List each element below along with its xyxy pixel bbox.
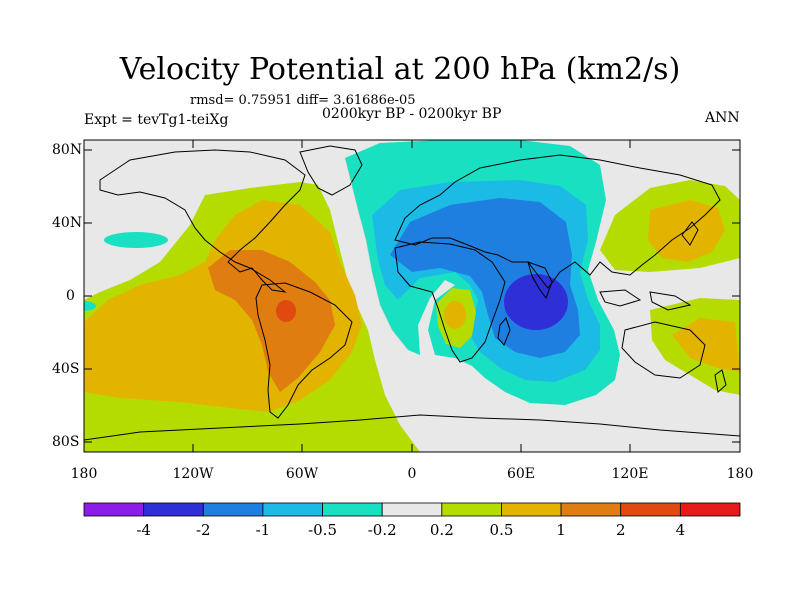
colorbar-label: -0.5 — [308, 521, 337, 539]
colorbar-swatch — [143, 502, 204, 517]
colorbar-swatch — [202, 502, 264, 517]
coastline-madagascar — [497, 317, 511, 346]
lon-label-0: 0 — [407, 466, 417, 482]
lon-label-120e: 120E — [611, 466, 649, 482]
colorbar-label: -0.2 — [367, 521, 397, 539]
contour-negative-patch-npacific — [104, 232, 168, 248]
colorbar-swatch — [83, 502, 145, 517]
coastlines — [84, 145, 740, 441]
lon-label-180w: 180 — [70, 466, 98, 482]
coastline-south-america — [255, 282, 353, 419]
contour-positive-orange-southafrica — [444, 301, 466, 329]
colorbar-label: -2 — [195, 521, 211, 539]
period-label: 0200kyr BP - 0200kyr BP — [322, 106, 502, 122]
colorbar-label: 4 — [675, 521, 686, 539]
contour-negative-darkblue-indianocean — [504, 274, 568, 330]
coastline-eurasia — [394, 154, 721, 289]
map-title: Velocity Potential at 200 hPa (km2/s) — [119, 52, 681, 87]
contour-positive-orange-eastasia — [648, 200, 725, 262]
coastline-antarctica — [84, 414, 740, 441]
coastline-new-zealand — [714, 369, 727, 393]
colorbar-label: -1 — [255, 521, 271, 539]
lat-label-80s: 80S — [52, 434, 80, 450]
lat-label-40n: 40N — [52, 215, 83, 231]
stats-line: rmsd= 0.75951 diff= 3.61686e-05 — [190, 93, 416, 108]
contour-lines — [344, 157, 409, 351]
season-label: ANN — [705, 110, 740, 126]
coastline-japan — [681, 221, 699, 246]
coastline-greenland — [299, 145, 363, 196]
coastline-india — [527, 261, 553, 300]
lon-label-180e: 180 — [726, 466, 754, 482]
colorbar-swatch — [441, 502, 502, 517]
colorbar-label: -4 — [136, 521, 151, 539]
colorbar-label: 2 — [615, 521, 626, 539]
contour-line-zero — [344, 157, 409, 351]
lat-label-40s: 40S — [52, 361, 80, 377]
colorbar-swatch — [679, 502, 741, 517]
colorbar-swatch — [381, 502, 443, 517]
contour-positive-darkorange-southamerica — [208, 250, 335, 392]
lat-label-80n: 80N — [52, 142, 83, 158]
coastline-australia — [621, 321, 706, 379]
colorbar-swatch — [620, 502, 681, 517]
contour-field — [84, 140, 740, 452]
coastline-north-america — [99, 149, 306, 293]
contour-positive-red-amazon — [276, 300, 296, 322]
lon-label-60e: 60E — [506, 466, 536, 482]
lon-label-120w: 120W — [172, 466, 214, 482]
colorbar-label: 0.2 — [429, 521, 454, 539]
contour-negative-sliver-edge — [84, 301, 96, 311]
lon-ticks — [83, 140, 741, 452]
colorbar-label: 1 — [556, 521, 566, 539]
colorbar-swatch — [560, 502, 622, 517]
contour-positive-orange-swpacific — [672, 318, 740, 372]
colorbar-swatch — [501, 502, 562, 517]
colorbar-swatch — [262, 502, 323, 517]
colorbar — [83, 502, 741, 517]
coastline-maritime-continent — [599, 289, 692, 311]
colorbar-swatch — [322, 502, 383, 517]
lat-label-0: 0 — [66, 288, 75, 304]
coastline-africa — [394, 241, 506, 363]
lat-ticks — [84, 149, 740, 443]
colorbar-label: 0.5 — [489, 521, 514, 539]
lon-label-60w: 60W — [285, 466, 319, 482]
experiment-label: Expt = tevTg1-teiXg — [84, 112, 229, 128]
